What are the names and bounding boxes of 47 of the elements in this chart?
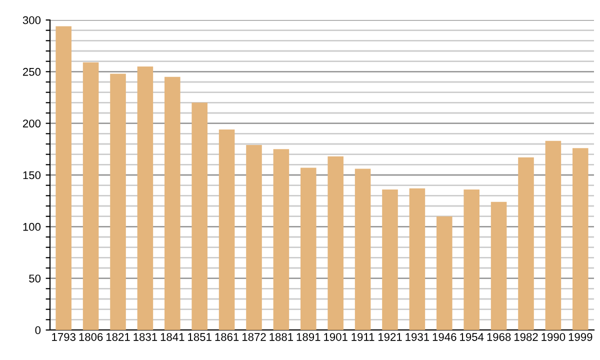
bar — [572, 148, 588, 330]
x-tick-label: 1901 — [324, 333, 348, 341]
y-tick-label: 200 — [22, 120, 41, 128]
bar — [300, 168, 316, 330]
bar — [164, 76, 180, 330]
x-tick-label: 1793 — [52, 333, 76, 341]
x-tick-label: 1881 — [270, 333, 294, 341]
x-tick-label: 1851 — [188, 333, 212, 341]
x-tick-label: 1841 — [160, 333, 184, 341]
y-tick-label: 50 — [29, 274, 41, 282]
bar — [137, 66, 154, 330]
bar — [545, 140, 562, 330]
bar — [518, 157, 534, 330]
x-tick-label: 1806 — [79, 333, 103, 341]
bar — [110, 74, 126, 330]
x-tick-label: 1990 — [542, 333, 566, 341]
x-tick-label: 1831 — [134, 333, 158, 341]
bar — [246, 145, 262, 330]
bar — [328, 156, 344, 330]
x-tick-label: 1911 — [352, 333, 374, 341]
bar — [82, 62, 99, 330]
y-tick-label: 0 — [35, 326, 41, 334]
y-tick-label: 100 — [23, 222, 41, 231]
bar — [273, 149, 290, 330]
bar — [436, 216, 452, 330]
x-tick-label: 1954 — [460, 333, 484, 341]
y-tick-label: 300 — [22, 16, 41, 24]
x-tick-label: 1982 — [514, 333, 538, 341]
x-tick-label: 1946 — [432, 333, 456, 341]
x-tick-label: 1968 — [487, 333, 511, 341]
bar — [192, 102, 208, 330]
bar — [409, 188, 426, 330]
x-tick-label: 1921 — [378, 333, 402, 341]
x-tick-label: 1861 — [215, 333, 239, 341]
x-tick-label: 1931 — [406, 333, 430, 341]
x-tick-label: 1821 — [106, 333, 130, 341]
y-tick-label: 150 — [23, 171, 41, 180]
bar — [382, 189, 398, 330]
x-tick-label: 1999 — [568, 333, 592, 341]
y-tick-label: 250 — [22, 68, 41, 76]
bar — [56, 26, 72, 330]
bar — [464, 189, 480, 330]
bar — [354, 168, 371, 330]
x-tick-label: 1891 — [296, 333, 320, 341]
x-tick-label: 1872 — [242, 333, 266, 341]
bar — [490, 202, 507, 330]
bar — [218, 130, 235, 330]
